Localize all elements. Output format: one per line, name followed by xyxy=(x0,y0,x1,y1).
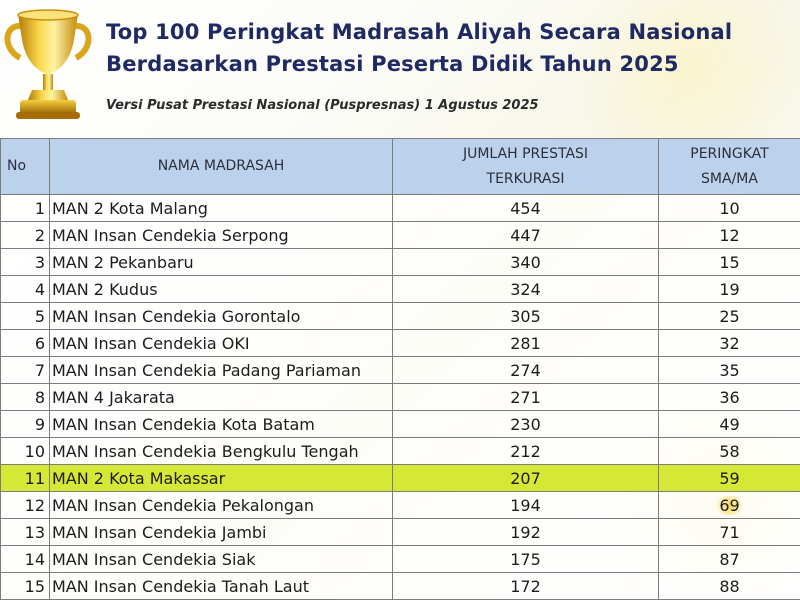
table-row: 12 MAN Insan Cendekia Pekalongan 194 69 xyxy=(0,491,800,519)
row-rank: 58 xyxy=(658,437,800,465)
row-name: MAN 2 Kota Malang xyxy=(49,194,393,222)
row-no: 8 xyxy=(0,383,50,411)
row-no: 4 xyxy=(0,275,50,303)
row-name: MAN Insan Cendekia OKI xyxy=(49,329,393,357)
row-no: 3 xyxy=(0,248,50,276)
row-name: MAN 2 Pekanbaru xyxy=(49,248,393,276)
header-rank-line-1: PERINGKAT xyxy=(690,145,769,162)
row-count: 194 xyxy=(392,491,659,519)
row-count: 340 xyxy=(392,248,659,276)
row-name: MAN Insan Cendekia Padang Pariaman xyxy=(49,356,393,384)
table-row: 5 MAN Insan Cendekia Gorontalo 305 25 xyxy=(0,302,800,330)
row-name: MAN Insan Cendekia Bengkulu Tengah xyxy=(49,437,393,465)
row-rank: 71 xyxy=(658,518,800,546)
row-count: 192 xyxy=(392,518,659,546)
subtitle: Versi Pusat Prestasi Nasional (Puspresna… xyxy=(106,98,539,113)
table-row: 7 MAN Insan Cendekia Padang Pariaman 274 35 xyxy=(0,356,800,384)
row-rank: 69 xyxy=(717,495,742,515)
row-rank: 35 xyxy=(658,356,800,384)
table-row: 2 MAN Insan Cendekia Serpong 447 12 xyxy=(0,221,800,249)
row-count: 454 xyxy=(392,194,659,222)
table-row: 13 MAN Insan Cendekia Jambi 192 71 xyxy=(0,518,800,546)
row-count: 212 xyxy=(392,437,659,465)
row-name: MAN 2 Kudus xyxy=(49,275,393,303)
row-no: 1 xyxy=(0,194,50,222)
row-name: MAN Insan Cendekia Siak xyxy=(49,545,393,573)
row-rank: 49 xyxy=(658,410,800,438)
row-count: 271 xyxy=(392,383,659,411)
row-rank: 32 xyxy=(658,329,800,357)
row-name: MAN Insan Cendekia Tanah Laut xyxy=(49,572,393,600)
row-rank: 25 xyxy=(658,302,800,330)
row-name: MAN Insan Cendekia Pekalongan xyxy=(49,491,393,519)
header-name: NAMA MADRASAH xyxy=(49,138,393,195)
row-rank: 88 xyxy=(658,572,800,600)
row-no: 10 xyxy=(0,437,50,465)
row-no: 5 xyxy=(0,302,50,330)
row-rank: 87 xyxy=(658,545,800,573)
row-count: 281 xyxy=(392,329,659,357)
table-row: 8 MAN 4 Jakarata 271 36 xyxy=(0,383,800,411)
row-name: MAN 2 Kota Makassar xyxy=(49,464,393,492)
row-rank: 36 xyxy=(658,383,800,411)
header-rank: PERINGKAT SMA/MA xyxy=(658,138,800,195)
table-row: 14 MAN Insan Cendekia Siak 175 87 xyxy=(0,545,800,573)
row-rank: 10 xyxy=(658,194,800,222)
table-row-highlighted: 11 MAN 2 Kota Makassar 207 59 xyxy=(0,464,800,492)
page-title: Top 100 Peringkat Madrasah Aliyah Secara… xyxy=(106,16,800,80)
row-name: MAN Insan Cendekia Gorontalo xyxy=(49,302,393,330)
row-rank: 12 xyxy=(658,221,800,249)
row-count: 447 xyxy=(392,221,659,249)
row-name: MAN Insan Cendekia Kota Batam xyxy=(49,410,393,438)
row-no: 12 xyxy=(0,491,50,519)
row-count: 324 xyxy=(392,275,659,303)
row-rank-cell: 69 xyxy=(658,491,800,519)
table-row: 15 MAN Insan Cendekia Tanah Laut 172 88 xyxy=(0,572,800,600)
row-rank: 19 xyxy=(658,275,800,303)
table-row: 10 MAN Insan Cendekia Bengkulu Tengah 212 5… xyxy=(0,437,800,465)
row-rank: 15 xyxy=(658,248,800,276)
table-row: 1 MAN 2 Kota Malang 454 10 xyxy=(0,194,800,222)
trophy-icon xyxy=(4,9,92,119)
header-count: JUMLAH PRESTASI TERKURASI xyxy=(392,138,659,195)
row-no: 15 xyxy=(0,572,50,600)
row-no: 7 xyxy=(0,356,50,384)
table-row: 3 MAN 2 Pekanbaru 340 15 xyxy=(0,248,800,276)
row-no: 6 xyxy=(0,329,50,357)
row-count: 172 xyxy=(392,572,659,600)
row-no: 13 xyxy=(0,518,50,546)
table-row: 6 MAN Insan Cendekia OKI 281 32 xyxy=(0,329,800,357)
table-row: 9 MAN Insan Cendekia Kota Batam 230 49 xyxy=(0,410,800,438)
row-name: MAN 4 Jakarata xyxy=(49,383,393,411)
table-header-row: No NAMA MADRASAH JUMLAH PRESTASI TERKURA… xyxy=(0,138,800,195)
row-no: 2 xyxy=(0,221,50,249)
row-count: 230 xyxy=(392,410,659,438)
row-count: 305 xyxy=(392,302,659,330)
header-count-line-2: TERKURASI xyxy=(486,170,565,187)
title-line-1: Top 100 Peringkat Madrasah Aliyah Secara… xyxy=(106,20,733,44)
row-name: MAN Insan Cendekia Jambi xyxy=(49,518,393,546)
row-count: 175 xyxy=(392,545,659,573)
row-name: MAN Insan Cendekia Serpong xyxy=(49,221,393,249)
header-count-line-1: JUMLAH PRESTASI xyxy=(462,145,589,162)
row-count: 274 xyxy=(392,356,659,384)
row-no: 9 xyxy=(0,410,50,438)
ranking-table: No NAMA MADRASAH JUMLAH PRESTASI TERKURA… xyxy=(0,138,800,600)
header-no: No xyxy=(0,138,50,195)
row-rank: 59 xyxy=(658,464,800,492)
header-rank-line-2: SMA/MA xyxy=(701,170,758,187)
row-count: 207 xyxy=(392,464,659,492)
row-no: 14 xyxy=(0,545,50,573)
table-row: 4 MAN 2 Kudus 324 19 xyxy=(0,275,800,303)
row-no: 11 xyxy=(0,464,50,492)
title-line-2: Berdasarkan Prestasi Peserta Didik Tahun… xyxy=(106,52,679,76)
